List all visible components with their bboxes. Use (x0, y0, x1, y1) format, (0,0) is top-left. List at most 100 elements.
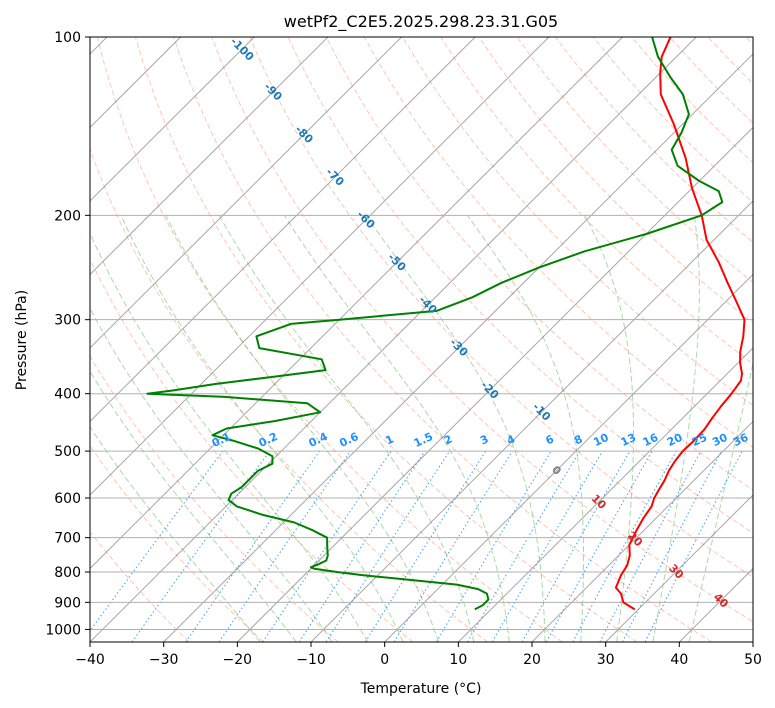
dry-adiabat (325, 37, 753, 491)
moist-adiabat (467, 215, 584, 642)
dry-adiabat (707, 37, 753, 85)
y-tick-label: 500 (54, 444, 81, 460)
y-tick-label: 400 (54, 387, 81, 403)
dry-adiabat (402, 37, 753, 406)
x-tick-label: 10 (449, 652, 467, 668)
isotherm-line (90, 37, 255, 202)
isotherm-line (90, 37, 550, 496)
mixing-ratio-line (325, 450, 451, 642)
dry-adiabat (211, 37, 753, 623)
mixing-ratio-label: 6 (544, 432, 557, 447)
series-layer (146, 37, 746, 611)
x-tick-label: 40 (670, 652, 688, 668)
temperature-line (614, 37, 746, 611)
mixing-ratio-label: 2 (442, 432, 454, 447)
mixing-ratio-label: 16 (641, 431, 661, 449)
moist-adiabat (284, 215, 510, 642)
dry-adiabat (96, 37, 563, 642)
isotherm-line (310, 200, 753, 642)
chart-title: wetPf2_C2E5.2025.298.23.31.G05 (284, 12, 558, 32)
mixing-ratio-line (599, 450, 702, 642)
plot-frame (89, 36, 754, 643)
isotherm-line (457, 347, 753, 642)
x-tick-label: −30 (149, 652, 179, 668)
line-labels: -100-90-80-70-60-50-40-30-20-10010203040… (210, 37, 751, 611)
x-tick-label: 50 (744, 652, 762, 668)
dry-adiabat (363, 37, 753, 448)
mixing-ratio-line (521, 450, 631, 642)
mixing-ratio-line (298, 450, 426, 642)
mixing-ratio-line (435, 450, 552, 642)
x-tick-label: 0 (380, 652, 389, 668)
mixing-ratio-label: 0.4 (307, 430, 330, 450)
mixing-ratio-line (393, 450, 513, 642)
isotherm-line (90, 37, 476, 423)
dry-adiabat (90, 355, 339, 642)
mixing-ratio-label: 0.1 (210, 430, 233, 450)
mixing-ratio-label: 36 (731, 431, 751, 449)
mixing-ratio-line (364, 450, 487, 642)
x-tick-label: 30 (597, 652, 615, 668)
mixing-ratio-line (644, 450, 743, 642)
mixing-ratio-label: 1.5 (412, 430, 435, 450)
dry-adiabat (90, 258, 414, 642)
y-tick-label: 600 (54, 491, 81, 507)
mixing-ratio-label: 3 (478, 432, 490, 447)
dry-adiabat (90, 445, 264, 642)
moist-adiabat (165, 215, 439, 642)
moist-adiabat (90, 370, 297, 642)
isotherm-line (90, 37, 623, 570)
isotherm-line (678, 567, 753, 642)
dry-adiabat (90, 530, 190, 642)
y-tick-label: 800 (54, 565, 81, 581)
mixing-ratio-line (572, 450, 677, 642)
mixing-ratio-label: 20 (665, 431, 685, 449)
moist-adiabat (90, 425, 261, 642)
x-tick-label: −40 (75, 652, 105, 668)
mixing-ratio-line (131, 450, 271, 642)
mixing-ratio-label: 0.2 (257, 430, 280, 450)
moist-adiabat (218, 215, 475, 642)
isotherm-line (163, 53, 753, 642)
isotherm-line (531, 420, 753, 642)
mixing-ratio-line (545, 450, 653, 642)
x-tick-label: −10 (296, 652, 326, 668)
y-tick-label: 200 (54, 208, 81, 224)
dry-adiabat (173, 37, 712, 642)
mixing-ratio-line (218, 450, 351, 642)
dry-adiabat (745, 37, 753, 45)
x-axis-label: Temperature (°C) (360, 681, 482, 697)
mixing-ratio-label: 10 (591, 431, 611, 449)
moist-adiabat (584, 215, 634, 642)
dewpoint-line (146, 37, 724, 611)
x-axis: −40 −30 −20 −10 0 10 20 30 40 50 (75, 642, 762, 668)
y-axis: 1000 900 800 700 600 500 400 300 200 100 (45, 30, 90, 638)
mixing-ratio-label: 13 (619, 431, 638, 449)
y-axis-label: Pressure (hPa) (14, 290, 30, 390)
dry-adiabat (134, 37, 638, 642)
dry-adiabat (516, 37, 753, 284)
x-tick-label: 20 (523, 652, 541, 668)
mixing-ratio-line (185, 450, 321, 642)
mixing-ratio-line (90, 450, 224, 632)
background-lines (90, 37, 753, 642)
dry-adiabat (249, 37, 753, 578)
mixing-ratio-label: 30 (710, 431, 730, 449)
moist-adiabat (90, 231, 369, 642)
isotherm-line (236, 126, 753, 642)
isotherm-line (384, 273, 753, 642)
moist-adiabat (688, 361, 753, 642)
dry-adiabat (90, 147, 488, 642)
isotherm-line (752, 641, 753, 642)
mixing-ratio-label: 0.6 (337, 430, 360, 450)
moist-adiabat (90, 307, 333, 642)
y-tick-label: 900 (54, 595, 81, 611)
isotherm-line (605, 494, 753, 642)
y-tick-label: 100 (54, 30, 81, 46)
y-tick-label: 700 (54, 531, 81, 547)
x-tick-label: −20 (223, 652, 253, 668)
moist-adiabat (365, 215, 546, 642)
isotherm-line (90, 37, 402, 349)
mixing-ratio-label: 8 (572, 432, 584, 447)
